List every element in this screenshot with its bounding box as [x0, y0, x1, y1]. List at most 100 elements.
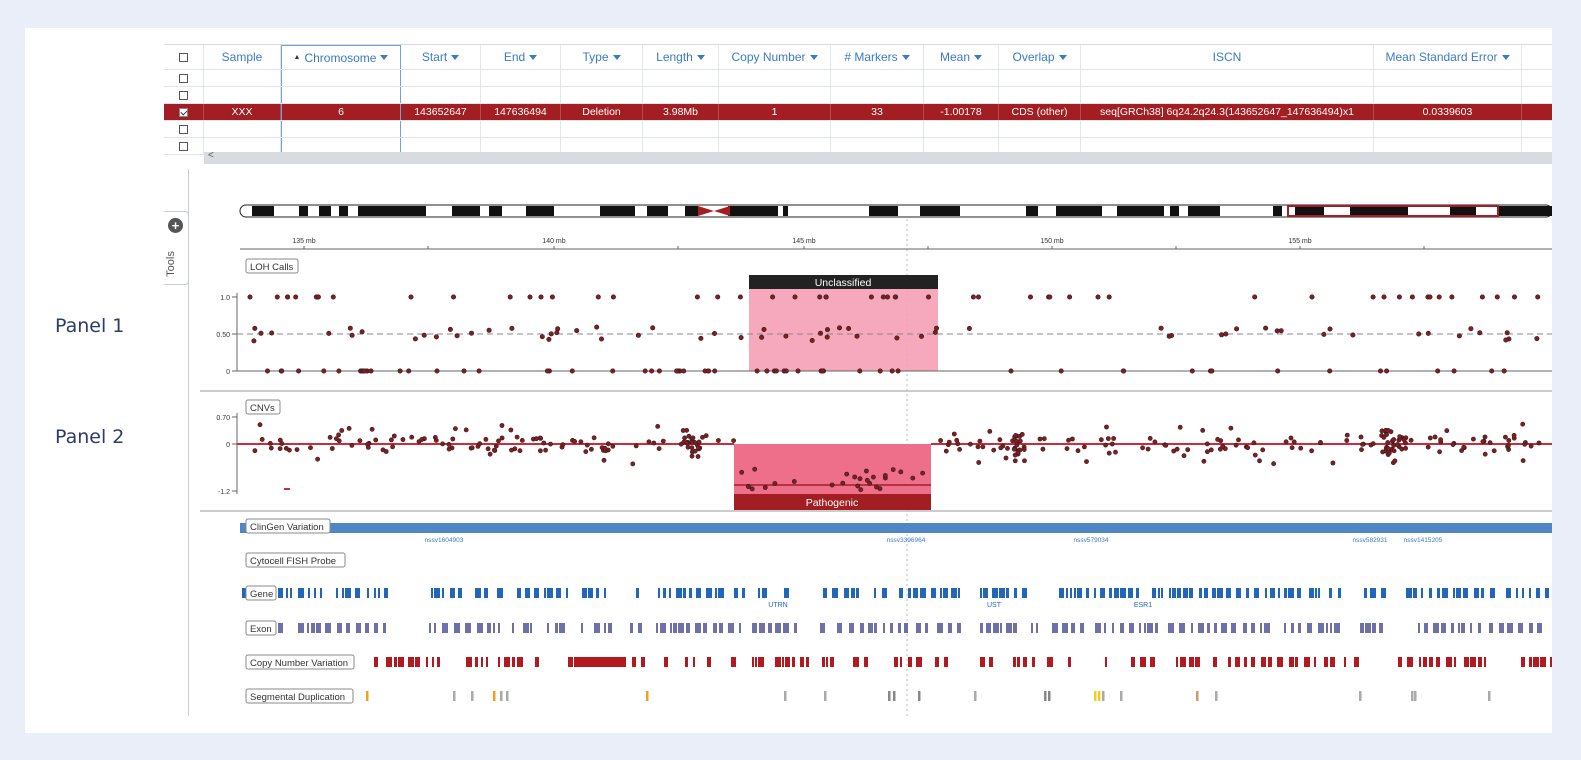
- table-row[interactable]: [164, 70, 1552, 87]
- cnv-variation-track[interactable]: [278, 657, 1552, 667]
- cnv-variation-track-feature: [894, 657, 898, 667]
- cnv-variation-track-feature: [1398, 657, 1402, 667]
- cnv-point: [1104, 424, 1109, 430]
- exon-track-feature: [1489, 623, 1493, 633]
- column-header[interactable]: Copy Number: [719, 45, 831, 69]
- loh-point: [1327, 368, 1333, 374]
- cnv-point: [257, 422, 263, 428]
- sort-asc-icon[interactable]: ▲: [293, 54, 301, 61]
- row-checkbox[interactable]: [179, 141, 188, 151]
- chromosome-ideogram[interactable]: [239, 204, 1552, 218]
- cnv-point: [469, 445, 475, 451]
- ideogram-band: [1026, 206, 1038, 216]
- clingen-bar[interactable]: [240, 523, 1552, 533]
- cnv-point: [268, 445, 274, 451]
- cnv-point: [1251, 440, 1257, 446]
- exon-track-feature: [980, 623, 983, 633]
- gene-track-feature: [604, 588, 606, 598]
- exon-track[interactable]: [278, 623, 1542, 633]
- loh-point: [880, 294, 886, 300]
- loh-point: [397, 368, 403, 374]
- column-header[interactable]: End: [481, 45, 561, 69]
- column-header[interactable]: Type: [561, 45, 643, 69]
- loh-point: [1169, 333, 1175, 339]
- gene-track-feature: [1199, 588, 1202, 598]
- exon-track-feature: [337, 623, 342, 633]
- column-header[interactable]: # Markers: [831, 45, 924, 69]
- cnv-point: [537, 448, 543, 454]
- filter-icon[interactable]: [696, 54, 705, 60]
- exon-track-feature: [454, 623, 460, 633]
- gene-track-feature: [999, 588, 1005, 598]
- gene-track-feature: [566, 588, 568, 598]
- column-header[interactable]: Length: [643, 45, 719, 69]
- segdup-track[interactable]: [366, 691, 1491, 701]
- exon-track-feature: [316, 623, 321, 633]
- column-header[interactable]: Start: [401, 45, 481, 69]
- column-header[interactable]: Mean: [924, 45, 999, 69]
- exon-track-feature: [278, 623, 283, 633]
- column-header[interactable]: Overlap: [999, 45, 1081, 69]
- gene-track-feature: [290, 588, 292, 598]
- loh-point: [792, 294, 798, 300]
- cnv-variation-feature: [574, 657, 626, 667]
- cnv-points: [252, 421, 1542, 493]
- checkbox-cell: [164, 138, 204, 154]
- gene-track-feature: [431, 588, 433, 598]
- gene-track-feature: [342, 588, 344, 598]
- ideogram-selection: [1287, 205, 1499, 217]
- table-row[interactable]: [164, 121, 1552, 138]
- filter-icon[interactable]: [529, 54, 538, 60]
- cnv-point: [1427, 435, 1433, 441]
- table-cell: 143652647: [401, 104, 481, 120]
- cnv-point: [380, 447, 386, 453]
- cnv-point: [739, 469, 745, 475]
- pathogenic-bar: [734, 494, 931, 510]
- cnv-point: [369, 426, 375, 432]
- cnv-point: [491, 447, 497, 453]
- track-viewer[interactable]: 135 mb 140 mb 145 mb 150 mb 155 mb LOH Calls U…: [188, 169, 1552, 716]
- gene-track-feature: [940, 588, 942, 598]
- row-checkbox[interactable]: [179, 73, 188, 83]
- column-header[interactable]: ISCN: [1081, 45, 1374, 69]
- table-header[interactable]: Sample ▲ Chromosome Start End Type Length Copy …: [164, 44, 1552, 70]
- tools-tab[interactable]: + Tools: [164, 211, 189, 285]
- gene-track[interactable]: [278, 588, 1549, 598]
- filter-icon[interactable]: [380, 55, 389, 60]
- filter-icon[interactable]: [1058, 54, 1067, 60]
- table-row[interactable]: [164, 87, 1552, 104]
- exon-track-feature: [713, 623, 717, 633]
- row-checkbox[interactable]: [179, 52, 188, 62]
- exon-track-feature: [820, 623, 825, 633]
- cnv-variation-track-feature: [758, 657, 764, 667]
- genome-viewer: Sample ▲ Chromosome Start End Type Length Copy …: [164, 44, 1552, 716]
- exon-track-feature: [1499, 623, 1504, 633]
- fish-label-text: Cytocell FISH Probe: [250, 556, 336, 567]
- plus-icon[interactable]: +: [168, 218, 183, 233]
- column-header[interactable]: Mean Standard Error: [1374, 45, 1522, 69]
- row-checkbox[interactable]: [179, 107, 188, 117]
- column-header-label: Type: [582, 50, 609, 64]
- gene-track-feature: [1177, 588, 1181, 598]
- cnv-point: [1444, 428, 1450, 434]
- filter-icon[interactable]: [1501, 54, 1510, 60]
- loh-point: [544, 368, 550, 374]
- cnv-variation-track-feature: [386, 657, 392, 667]
- horizontal-scrollbar[interactable]: <: [204, 150, 1552, 164]
- gene-track-feature: [1522, 588, 1524, 598]
- loh-point: [1058, 368, 1064, 374]
- selected-table-row[interactable]: XXX 6 143652647 147636494 Deletion 3.98Mb 1 33-…: [164, 104, 1552, 121]
- row-checkbox[interactable]: [179, 124, 188, 134]
- cnv-point: [1017, 438, 1023, 444]
- filter-icon[interactable]: [451, 54, 460, 60]
- row-checkbox[interactable]: [179, 90, 188, 100]
- loh-point: [1416, 331, 1422, 337]
- cnv-point: [1152, 439, 1158, 445]
- filter-icon[interactable]: [901, 54, 910, 60]
- filter-icon[interactable]: [974, 54, 983, 60]
- filter-icon[interactable]: [612, 54, 621, 60]
- column-header[interactable]: ▲ Chromosome: [281, 45, 401, 69]
- scroll-left-icon[interactable]: <: [208, 150, 214, 161]
- filter-icon[interactable]: [809, 54, 818, 60]
- column-header[interactable]: Sample: [204, 45, 281, 69]
